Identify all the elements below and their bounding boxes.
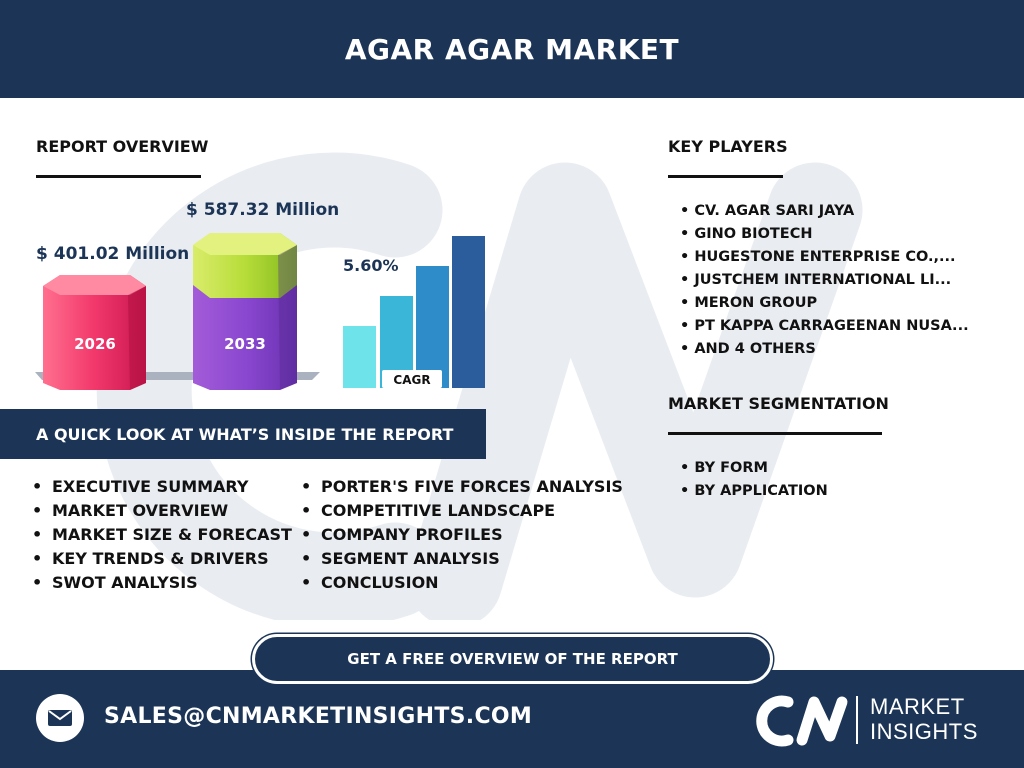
contact-email[interactable]: SALES@CNMARKETINSIGHTS.COM <box>104 704 533 729</box>
year-2033-label: 2033 <box>224 335 266 353</box>
logo-line-2: INSIGHTS <box>870 719 978 744</box>
page-title: AGAR AGAR MARKET <box>344 32 680 66</box>
page-header: AGAR AGAR MARKET <box>0 0 1024 98</box>
key-players-list: CV. AGAR SARI JAYA GINO BIOTECH HUGESTON… <box>680 200 969 361</box>
mail-icon-circle[interactable] <box>36 694 84 742</box>
list-item: MARKET SIZE & FORECAST <box>32 523 292 547</box>
page-footer: SALES@CNMARKETINSIGHTS.COM MARKET INSIGH… <box>0 670 1024 768</box>
list-item: GINO BIOTECH <box>680 223 969 246</box>
list-item: BY APPLICATION <box>680 480 827 503</box>
quick-look-banner: A QUICK LOOK AT WHAT’S INSIDE THE REPORT <box>0 409 486 459</box>
value-2026-label: $ 401.02 Million <box>36 244 190 264</box>
list-item: COMPANY PROFILES <box>301 523 623 547</box>
list-item: SEGMENT ANALYSIS <box>301 547 623 571</box>
list-item: EXECUTIVE SUMMARY <box>32 475 292 499</box>
market-size-chart: 2026 2033 <box>35 233 320 390</box>
cagr-label: CAGR <box>393 373 430 387</box>
year-2026-label: 2026 <box>74 335 116 353</box>
cagr-bar-4 <box>452 236 485 388</box>
list-item: MERON GROUP <box>680 292 969 315</box>
list-item: MARKET OVERVIEW <box>32 499 292 523</box>
list-item: BY FORM <box>680 457 828 480</box>
cn-logo-icon <box>756 695 858 747</box>
free-overview-button[interactable]: GET A FREE OVERVIEW OF THE REPORT <box>252 634 773 684</box>
cagr-value: 5.60% <box>343 256 399 275</box>
list-item: CV. AGAR SARI JAYA <box>680 200 969 223</box>
value-2033-label: $ 587.32 Million <box>186 200 340 220</box>
segmentation-heading: MARKET SEGMENTATION <box>668 394 889 413</box>
cagr-bar-1 <box>343 326 376 388</box>
report-overview-divider <box>36 175 201 178</box>
key-players-divider <box>668 175 783 178</box>
key-players-heading: KEY PLAYERS <box>668 137 788 156</box>
report-overview-heading: REPORT OVERVIEW <box>36 137 209 156</box>
list-item: AND 4 OTHERS <box>680 338 969 361</box>
segmentation-list: BY FORM BY APPLICATION <box>680 457 828 503</box>
list-item: PORTER'S FIVE FORCES ANALYSIS <box>301 475 623 499</box>
list-item: CONCLUSION <box>301 571 623 595</box>
list-item: JUSTCHEM INTERNATIONAL LI... <box>680 269 969 292</box>
quick-look-list-1: EXECUTIVE SUMMARY MARKET OVERVIEW MARKET… <box>32 475 292 595</box>
mail-icon <box>48 710 72 726</box>
quick-look-list-2: PORTER'S FIVE FORCES ANALYSIS COMPETITIV… <box>301 475 623 595</box>
cagr-chart: CAGR <box>343 236 485 388</box>
list-item: SWOT ANALYSIS <box>32 571 292 595</box>
logo-line-1: MARKET <box>870 694 965 719</box>
list-item: PT KAPPA CARRAGEENAN NUSA... <box>680 315 968 338</box>
cagr-label-box <box>382 370 442 388</box>
bar-2033 <box>193 233 297 390</box>
list-item: COMPETITIVE LANDSCAPE <box>301 499 623 523</box>
cagr-bar-3 <box>416 266 449 388</box>
bar-2026 <box>43 275 146 390</box>
segmentation-divider <box>668 432 882 435</box>
list-item: HUGESTONE ENTERPRISE CO.,... <box>680 246 969 269</box>
list-item: KEY TRENDS & DRIVERS <box>32 547 292 571</box>
logo-wordmark: MARKET INSIGHTS <box>870 694 978 744</box>
